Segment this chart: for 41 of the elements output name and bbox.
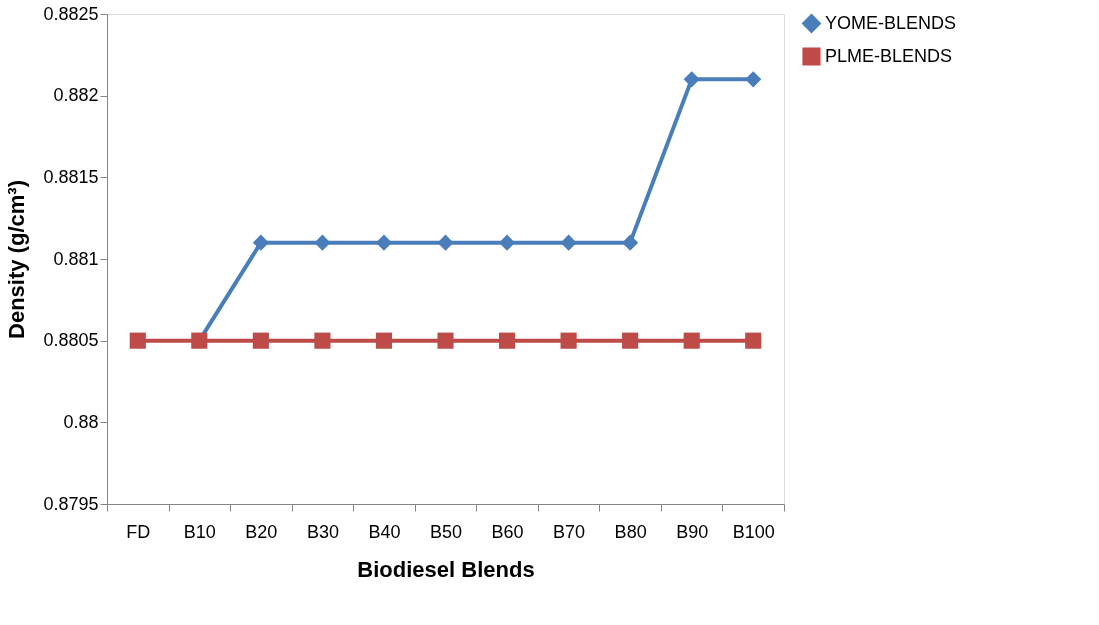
y-tick-label: 0.881 <box>53 248 99 269</box>
point <box>560 234 577 251</box>
x-tick-label: B100 <box>732 521 775 542</box>
point <box>498 234 516 251</box>
x-tick-label: B50 <box>429 521 463 542</box>
y-tick-label: 0.8795 <box>43 493 99 514</box>
x-axis-title: Biodiesel Blends <box>357 556 535 582</box>
y-tick-label: 0.882 <box>53 85 99 106</box>
point <box>622 332 639 349</box>
y-tick-label: 0.8815 <box>43 166 99 187</box>
point <box>252 332 269 349</box>
point <box>375 234 393 251</box>
point <box>314 234 331 251</box>
legend-label: YOME-BLENDS <box>825 12 957 33</box>
point <box>437 332 454 349</box>
x-tick-label: B40 <box>368 521 401 542</box>
legend-label: PLME-BLENDS <box>825 45 953 66</box>
point <box>314 332 331 349</box>
x-tick-label: B30 <box>306 521 339 542</box>
point <box>683 332 700 349</box>
y-axis-title: Density (g/cm³) <box>4 180 30 339</box>
x-tick-label: B60 <box>491 521 524 542</box>
x-tick-label: B70 <box>553 521 586 542</box>
point <box>498 332 516 349</box>
y-tick-label: 0.8825 <box>43 3 99 24</box>
point <box>560 332 577 349</box>
point <box>745 332 762 349</box>
point <box>129 332 146 349</box>
point <box>375 332 393 349</box>
x-tick-label: FD <box>126 521 151 542</box>
point <box>252 234 269 251</box>
x-tick-label: B80 <box>614 521 647 542</box>
point <box>745 71 762 88</box>
point <box>437 234 454 251</box>
x-tick-label: B10 <box>183 521 216 542</box>
y-tick-label: 0.88 <box>63 411 99 432</box>
y-tick-label: 0.8805 <box>43 330 99 351</box>
point <box>683 71 700 88</box>
x-tick-label: B20 <box>245 521 278 542</box>
x-tick-label: B90 <box>676 521 709 542</box>
point <box>622 234 639 251</box>
